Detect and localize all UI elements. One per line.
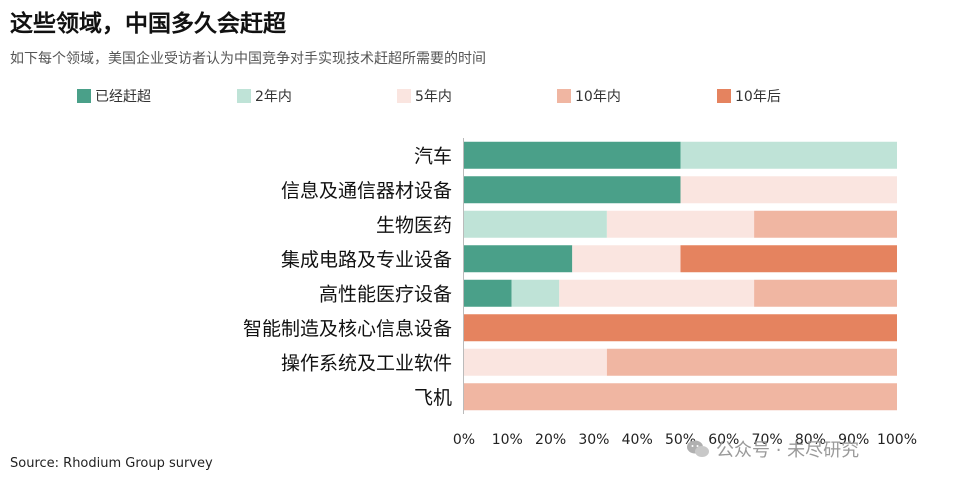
x-tick-label: 30% (578, 432, 609, 448)
bar-segment (511, 279, 560, 307)
chart-title: 这些领域，中国多久会赶超 (10, 11, 286, 37)
category-label: 操作系统及工业软件 (281, 352, 452, 374)
bar-segment (559, 279, 755, 307)
bar-segment (464, 210, 607, 238)
legend-swatch (397, 89, 411, 103)
bar-segment (572, 245, 681, 273)
bar-segment (464, 245, 573, 273)
legend-label: 10年后 (735, 89, 781, 105)
bar-segment (754, 279, 897, 307)
legend-item: 10年内 (557, 86, 717, 106)
legend-swatch (237, 89, 251, 103)
category-label: 集成电路及专业设备 (281, 249, 452, 271)
watermark: 公众号 · 未尽研究 (686, 436, 859, 462)
legend-item: 10年后 (717, 86, 807, 106)
legend: 已经赶超 2年内 5年内 10年内 10年后 (77, 86, 807, 106)
category-label: 飞机 (414, 387, 452, 409)
chart-subtitle: 如下每个领域，美国企业受访者认为中国竞争对手实现技术赶超所需要的时间 (10, 51, 486, 67)
x-tick-label: 0% (453, 432, 475, 448)
x-tick-label: 80% (795, 432, 826, 448)
x-tick-label: 10% (492, 432, 523, 448)
bar-segment (680, 141, 897, 169)
legend-item: 2年内 (237, 86, 397, 106)
legend-swatch (77, 89, 91, 103)
category-label: 生物医药 (376, 214, 452, 236)
x-tick-label: 60% (708, 432, 739, 448)
legend-item: 已经赶超 (77, 86, 237, 106)
category-label: 高性能医疗设备 (319, 283, 452, 305)
bar-segment (464, 314, 897, 342)
legend-label: 10年内 (575, 89, 621, 105)
bar-segment (464, 176, 681, 204)
category-label: 汽车 (414, 145, 452, 167)
bar-segment (464, 348, 607, 376)
legend-label: 5年内 (415, 89, 452, 105)
x-tick-label: 70% (752, 432, 783, 448)
bar-segment (606, 210, 755, 238)
x-tick-label: 40% (622, 432, 653, 448)
category-label: 信息及通信器材设备 (281, 180, 452, 202)
bar-segment (754, 210, 897, 238)
legend-label: 已经赶超 (95, 89, 151, 105)
watermark-text: 公众号 · 未尽研究 (716, 440, 860, 461)
legend-item: 5年内 (397, 86, 557, 106)
x-tick-label: 20% (535, 432, 566, 448)
legend-label: 2年内 (255, 89, 292, 105)
x-tick-label: 100% (877, 432, 917, 448)
legend-swatch (717, 89, 731, 103)
bar-segment (464, 279, 512, 307)
bar-segment (464, 141, 681, 169)
category-label: 智能制造及核心信息设备 (243, 318, 452, 340)
bar-segment (680, 176, 897, 204)
bar-segment (680, 245, 897, 273)
wechat-icon (687, 440, 709, 457)
source-note: Source: Rhodium Group survey (10, 456, 213, 471)
bar-segment (606, 348, 897, 376)
bar-segment (464, 383, 897, 411)
legend-swatch (557, 89, 571, 103)
x-tick-label: 90% (838, 432, 869, 448)
